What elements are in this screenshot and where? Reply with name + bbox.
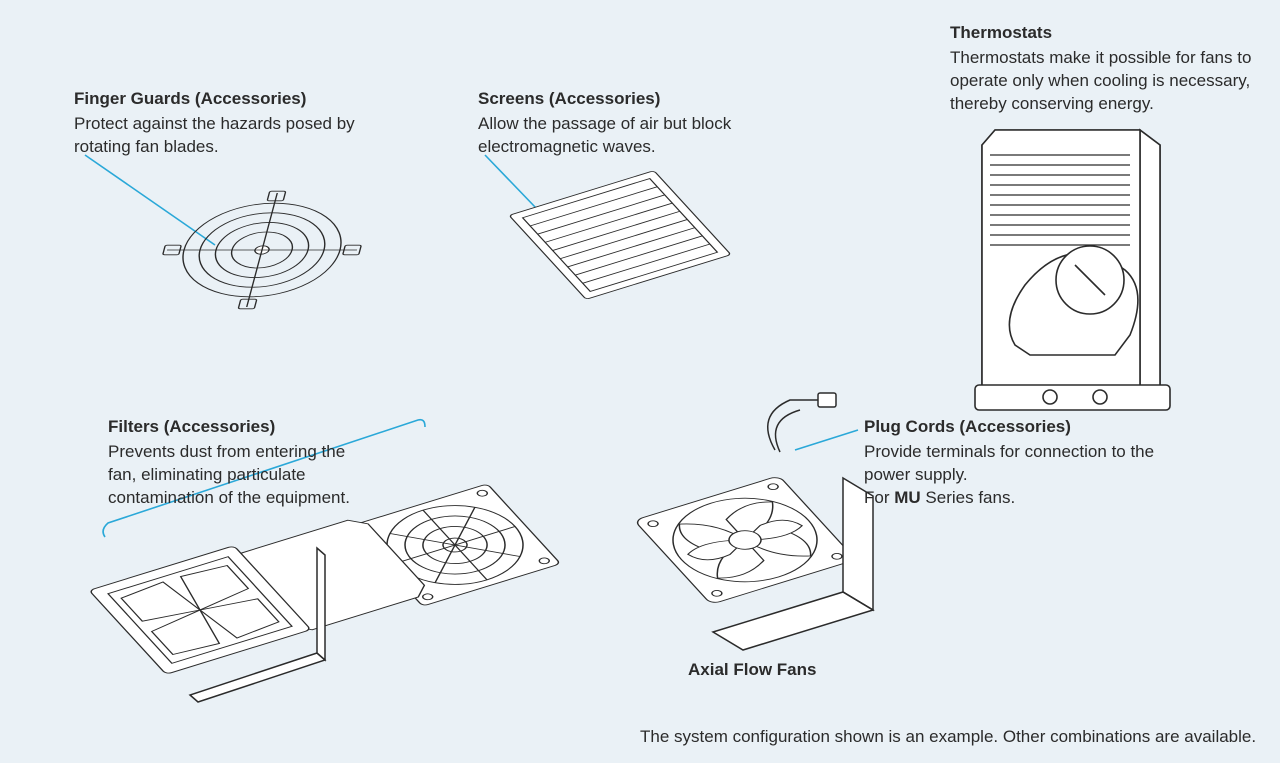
filter-assembly-illustration xyxy=(89,484,560,702)
label-title: Screens (Accessories) xyxy=(478,88,778,111)
label-desc: Thermostats make it possible for fans to… xyxy=(950,47,1270,116)
text-bold: MU xyxy=(894,488,920,507)
finger-guard-illustration xyxy=(148,191,376,309)
label-title: Plug Cords (Accessories) xyxy=(864,416,1164,439)
label-title: Thermostats xyxy=(950,22,1270,45)
label-screens: Screens (Accessories) Allow the passage … xyxy=(478,88,778,159)
text: Series fans. xyxy=(921,488,1016,507)
screen-illustration xyxy=(509,171,731,300)
caption-axial-flow: Axial Flow Fans xyxy=(688,660,816,680)
label-desc: Provide terminals for connection to the … xyxy=(864,441,1164,487)
label-thermostats: Thermostats Thermostats make it possible… xyxy=(950,22,1270,116)
label-plug-cords: Plug Cords (Accessories) Provide termina… xyxy=(864,416,1164,510)
text: For xyxy=(864,488,894,507)
thermostat-illustration xyxy=(975,130,1170,410)
label-title: Filters (Accessories) xyxy=(108,416,368,439)
label-desc: Protect against the hazards posed by rot… xyxy=(74,113,374,159)
infographic-canvas: { "styling": { "background_color": "#eaf… xyxy=(0,0,1280,763)
axial-fan-illustration xyxy=(634,393,873,650)
leader-plug-cords xyxy=(795,430,858,450)
label-desc-line2: For MU Series fans. xyxy=(864,487,1164,510)
label-filters: Filters (Accessories) Prevents dust from… xyxy=(108,416,368,510)
label-finger-guards: Finger Guards (Accessories) Protect agai… xyxy=(74,88,374,159)
footnote: The system configuration shown is an exa… xyxy=(640,727,1256,747)
label-desc: Allow the passage of air but block elect… xyxy=(478,113,778,159)
label-desc: Prevents dust from entering the fan, eli… xyxy=(108,441,368,510)
label-title: Finger Guards (Accessories) xyxy=(74,88,374,111)
